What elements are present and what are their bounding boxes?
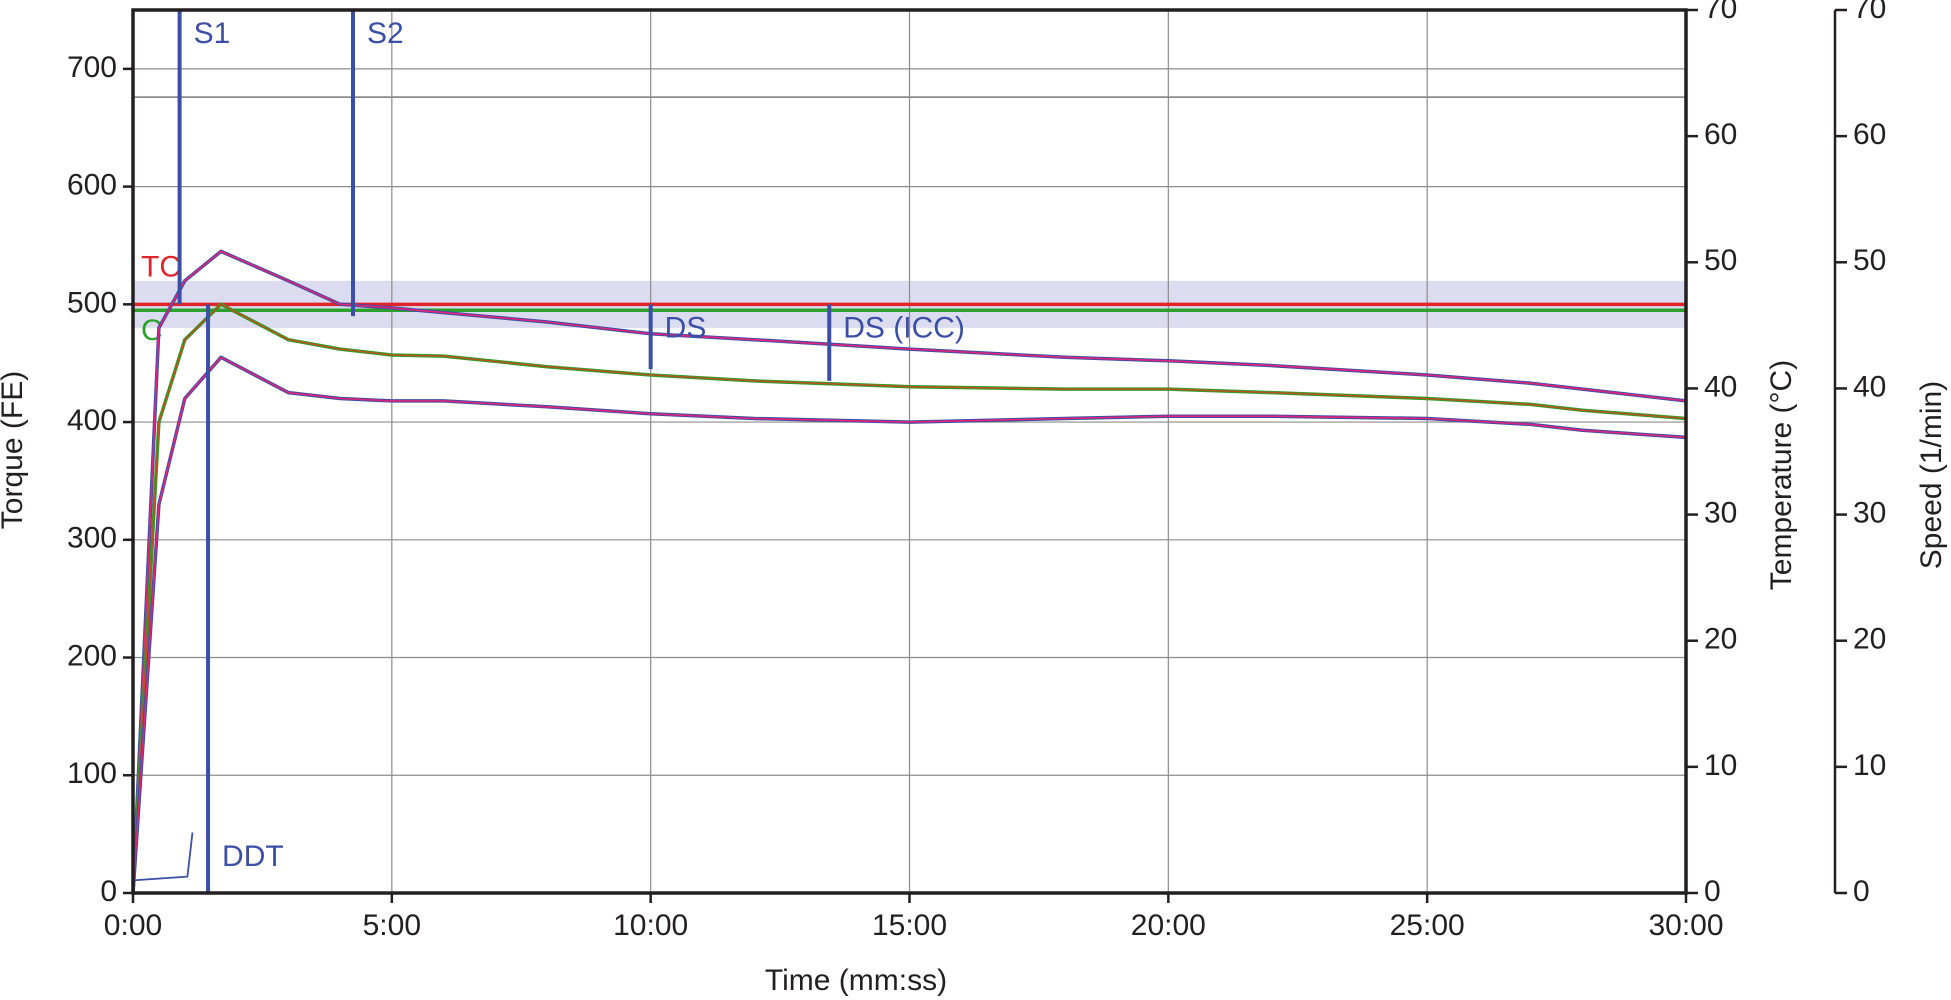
series-smooth-line [132, 356, 1687, 894]
y2-tick-label: 70 [1704, 0, 1737, 25]
x-tick-label: 30:00 [1648, 909, 1723, 942]
y-tick-label: 700 [67, 51, 117, 84]
y2-axis-label: Temperature (°C) [1765, 360, 1798, 590]
x-tick-label: 25:00 [1390, 909, 1465, 942]
y3-tick-label: 70 [1853, 0, 1886, 25]
y-tick-label: 600 [67, 169, 117, 202]
y2-tick-label: 0 [1704, 875, 1721, 908]
series-line [132, 832, 194, 882]
y2-tick-label: 50 [1704, 244, 1737, 277]
series-smooth-line [132, 303, 1687, 894]
y3-axis-label: Speed (1/min) [1915, 381, 1948, 569]
y2-tick-label: 40 [1704, 370, 1737, 403]
event-label: DDT [222, 840, 284, 873]
reference-label: TC [141, 250, 181, 283]
y3-tick-label: 10 [1853, 749, 1886, 782]
y3-tick-label: 0 [1853, 875, 1870, 908]
y-tick-label: 0 [100, 875, 117, 908]
y-tick-label: 300 [67, 522, 117, 555]
y2-tick-label: 10 [1704, 749, 1737, 782]
y3-tick-label: 30 [1853, 496, 1886, 529]
x-tick-label: 0:00 [104, 909, 162, 942]
x-axis-label: Time (mm:ss) [765, 964, 947, 997]
y2-tick-label: 20 [1704, 623, 1737, 656]
y3-tick-label: 20 [1853, 623, 1886, 656]
y2-tick-label: 30 [1704, 496, 1737, 529]
event-label: DS (ICC) [843, 311, 965, 344]
y-tick-label: 400 [67, 404, 117, 437]
y-axis-label: Torque (FE) [0, 371, 29, 529]
y3-tick-label: 50 [1853, 244, 1886, 277]
event-label: S1 [194, 17, 231, 50]
y3-tick-label: 40 [1853, 370, 1886, 403]
y2-tick-label: 60 [1704, 118, 1737, 151]
y3-tick-label: 60 [1853, 118, 1886, 151]
x-tick-label: 5:00 [363, 909, 421, 942]
x-tick-label: 20:00 [1131, 909, 1206, 942]
y-tick-label: 200 [67, 639, 117, 672]
y-tick-label: 100 [67, 757, 117, 790]
x-tick-label: 10:00 [613, 909, 688, 942]
x-tick-label: 15:00 [872, 909, 947, 942]
plot-frame [131, 8, 1688, 895]
event-label: DS [665, 311, 707, 344]
y-tick-label: 500 [67, 286, 117, 319]
event-label: S2 [367, 17, 404, 50]
